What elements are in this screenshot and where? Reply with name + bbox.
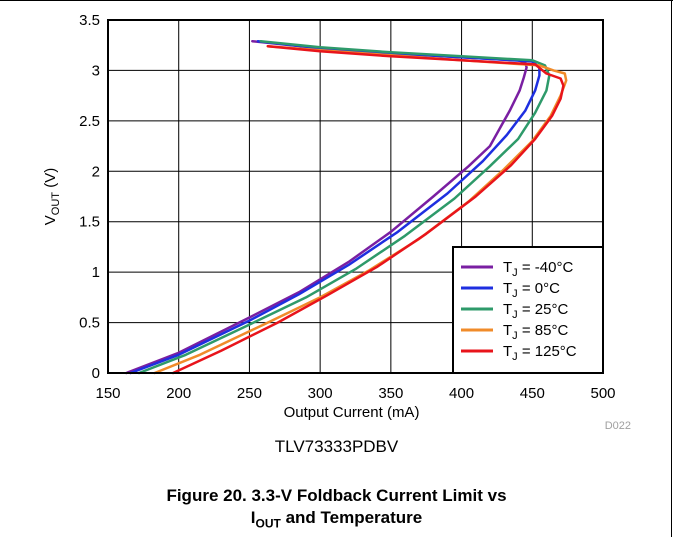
right-rule	[671, 0, 672, 537]
x-tick-label: 500	[590, 385, 615, 402]
x-axis-label: Output Current (mA)	[284, 404, 420, 421]
chart-subtitle: TLV73333PDBV	[274, 437, 399, 456]
y-tick-label: 3.5	[79, 12, 100, 29]
top-rule	[0, 0, 673, 1]
y-tick-label: 2	[92, 163, 100, 180]
legend-label-4: TJ = 125°C	[503, 343, 577, 363]
y-axis-label: VOUT (V)	[42, 168, 62, 225]
y-axis-label-main: V	[42, 215, 59, 225]
y-tick-label: 0	[92, 365, 100, 382]
legend-label-1: TJ = 0°C	[503, 280, 560, 300]
y-tick-label: 2.5	[79, 113, 100, 130]
series-line-2	[137, 39, 551, 375]
y-tick-label: 3	[92, 62, 100, 79]
series-lines	[125, 39, 568, 375]
y-tick-label: 1	[92, 264, 100, 281]
caption-iout-subscript: OUT	[255, 516, 281, 531]
plot-border	[107, 19, 604, 374]
legend-label-3: TJ = 85°C	[503, 322, 568, 342]
series-line-4	[171, 44, 565, 375]
figure-caption-line-2: IOUT and Temperature	[0, 507, 673, 534]
figure-caption: Figure 20. 3.3-V Foldback Current Limit …	[0, 485, 673, 534]
foldback-current-chart: 150 200 250 300 350 400 450 500 0 0.5 1 1.5 2 2.5 3 3.…	[42, 12, 631, 432]
caption-rest: and Temperature	[280, 508, 423, 527]
y-tick-labels: 0 0.5 1 1.5 2 2.5 3 3.5	[79, 12, 100, 382]
grid	[108, 20, 603, 373]
legend: TJ = -40°CTJ = 0°CTJ = 25°CTJ = 85°CTJ =…	[452, 246, 604, 374]
x-tick-label: 150	[95, 385, 120, 402]
y-axis-label-unit: (V)	[42, 168, 59, 192]
y-axis-label-subscript: OUT	[50, 192, 62, 216]
x-tick-labels: 150 200 250 300 350 400 450 500	[95, 385, 615, 402]
x-tick-label: 200	[166, 385, 191, 402]
x-tick-label: 250	[237, 385, 262, 402]
y-tick-label: 1.5	[79, 214, 100, 231]
x-tick-label: 400	[449, 385, 474, 402]
legend-label-0: TJ = -40°C	[503, 259, 573, 279]
x-tick-label: 300	[308, 385, 333, 402]
caption-iout-symbol: I	[250, 508, 256, 527]
x-tick-label: 350	[378, 385, 403, 402]
x-tick-label: 450	[520, 385, 545, 402]
y-tick-label: 0.5	[79, 315, 100, 332]
figure-caption-line-1: Figure 20. 3.3-V Foldback Current Limit …	[166, 486, 507, 505]
figure-code: D022	[605, 420, 631, 432]
legend-label-2: TJ = 25°C	[503, 301, 568, 321]
